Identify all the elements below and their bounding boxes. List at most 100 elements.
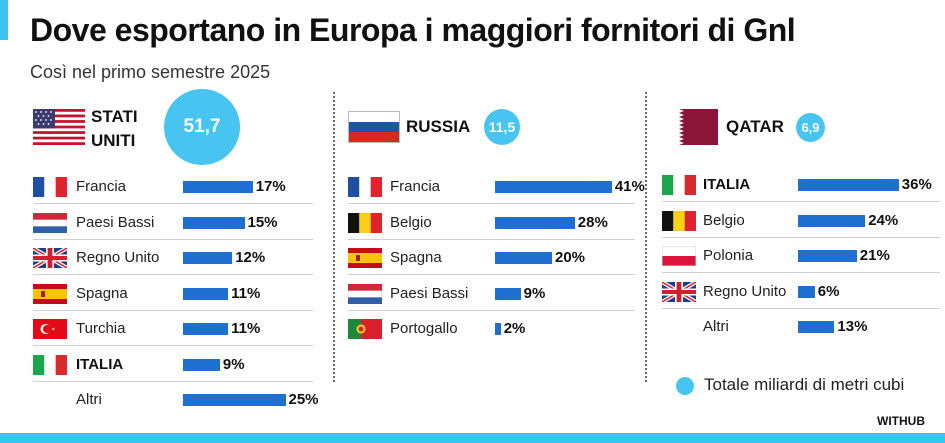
category-label: ITALIA — [703, 176, 751, 193]
table-row: Altri 13% — [662, 309, 940, 344]
france-flag-icon — [348, 177, 382, 197]
data-label: 6% — [817, 282, 840, 300]
bar — [495, 287, 521, 300]
netherlands-flag-icon — [348, 283, 382, 304]
data-label: 17% — [255, 178, 286, 195]
chart-subtitle: Così nel primo semestre 2025 — [30, 62, 271, 82]
table-row: Paesi Bassi 15% — [33, 205, 313, 240]
bar — [183, 181, 253, 193]
qatar-flag-icon — [663, 109, 718, 145]
supplier-name-russia: RUSSIA — [406, 117, 471, 136]
data-label: 13% — [837, 318, 868, 335]
uk-flag-icon — [662, 281, 696, 302]
category-label: Belgio — [390, 213, 432, 231]
data-label: 15% — [247, 213, 278, 231]
category-label: Paesi Bassi — [76, 213, 155, 231]
bar — [495, 252, 552, 264]
accent-stripe — [0, 0, 8, 40]
bar — [798, 285, 815, 298]
data-label: 25% — [288, 391, 319, 408]
table-row: Belgio 28% — [348, 205, 635, 240]
bar — [798, 179, 899, 191]
table-row: Paesi Bassi 9% — [348, 276, 635, 311]
table-row: Regno Unito 12% — [33, 240, 313, 275]
data-label: 12% — [235, 249, 266, 266]
bar — [183, 394, 286, 406]
category-label: Regno Unito — [76, 249, 160, 266]
bar — [183, 323, 229, 335]
bar — [798, 321, 835, 333]
category-label: Regno Unito — [703, 282, 787, 300]
table-row: Altri 25% — [33, 382, 319, 417]
table-row: ITALIA 36% — [662, 167, 940, 202]
spain-flag-icon — [33, 283, 67, 304]
data-label: 11% — [231, 320, 261, 337]
category-label: Spagna — [76, 284, 128, 302]
uk-flag-icon — [33, 248, 67, 268]
poland-flag-icon — [662, 246, 696, 266]
data-label: 24% — [868, 211, 899, 229]
legend-label: Totale miliardi di metri cubi — [704, 375, 905, 394]
category-label: Paesi Bassi — [390, 284, 469, 302]
data-label: 9% — [222, 355, 245, 373]
data-label: 9% — [523, 284, 546, 302]
supplier-name-usa-line1: STATI — [91, 107, 138, 126]
table-row: Francia 41% — [348, 169, 645, 204]
turkey-flag-icon — [33, 319, 67, 339]
spain-flag-icon — [348, 248, 382, 268]
category-label: ITALIA — [76, 355, 124, 373]
category-label: Spagna — [390, 249, 442, 266]
supplier-name-usa-line2: UNITI — [91, 131, 136, 150]
category-label: Francia — [390, 178, 441, 195]
bar — [183, 358, 220, 371]
table-row: Polonia 21% — [662, 238, 940, 273]
table-row: Spagna 20% — [348, 240, 635, 275]
bar — [495, 181, 612, 193]
netherlands-flag-icon — [33, 212, 67, 233]
data-label: 36% — [901, 176, 932, 193]
table-row: Regno Unito 6% — [662, 274, 940, 309]
panel-divider — [645, 92, 647, 382]
bar — [495, 323, 501, 335]
chart-title: Dove esportano in Europa i maggiori forn… — [30, 12, 796, 48]
data-label: 28% — [577, 213, 608, 231]
usa-flag-icon — [33, 109, 85, 145]
bar — [798, 214, 866, 227]
data-label: 41% — [614, 178, 645, 195]
total-bubble-russia: 11,5 — [484, 109, 520, 145]
panel-divider — [333, 92, 335, 382]
category-label: Turchia — [76, 320, 126, 337]
belgium-flag-icon — [662, 210, 696, 231]
table-row: Portogallo 2% — [348, 311, 635, 346]
total-bubble-usa: 51,7 — [164, 89, 240, 165]
category-label: Portogallo — [390, 320, 458, 337]
bottom-accent-bar — [0, 433, 945, 443]
category-label: Altri — [76, 391, 102, 408]
total-bubble-qatar: 6,9 — [796, 113, 825, 142]
italy-flag-icon — [33, 354, 67, 375]
bar — [183, 252, 233, 264]
category-label: Polonia — [703, 247, 754, 264]
legend-bubble-icon — [676, 377, 694, 395]
bar — [183, 216, 245, 229]
supplier-name-qatar: QATAR — [726, 117, 784, 136]
italy-flag-icon — [662, 175, 696, 195]
data-label: 21% — [859, 247, 890, 264]
data-label: 20% — [555, 249, 586, 266]
bar — [798, 250, 857, 262]
table-row: ITALIA 9% — [33, 347, 313, 382]
russia-flag-icon — [348, 111, 400, 143]
table-row: Belgio 24% — [662, 203, 940, 238]
data-label: 2% — [503, 320, 526, 337]
data-label: 11% — [231, 284, 261, 302]
category-label: Francia — [76, 178, 127, 195]
source-label: WITHUB — [877, 414, 925, 428]
belgium-flag-icon — [348, 212, 382, 233]
bar — [183, 287, 229, 300]
portugal-flag-icon — [348, 319, 382, 339]
category-label: Belgio — [703, 211, 745, 229]
table-row: Turchia 11% — [33, 311, 313, 346]
france-flag-icon — [33, 177, 67, 197]
bar — [495, 216, 575, 229]
category-label: Altri — [703, 318, 729, 335]
